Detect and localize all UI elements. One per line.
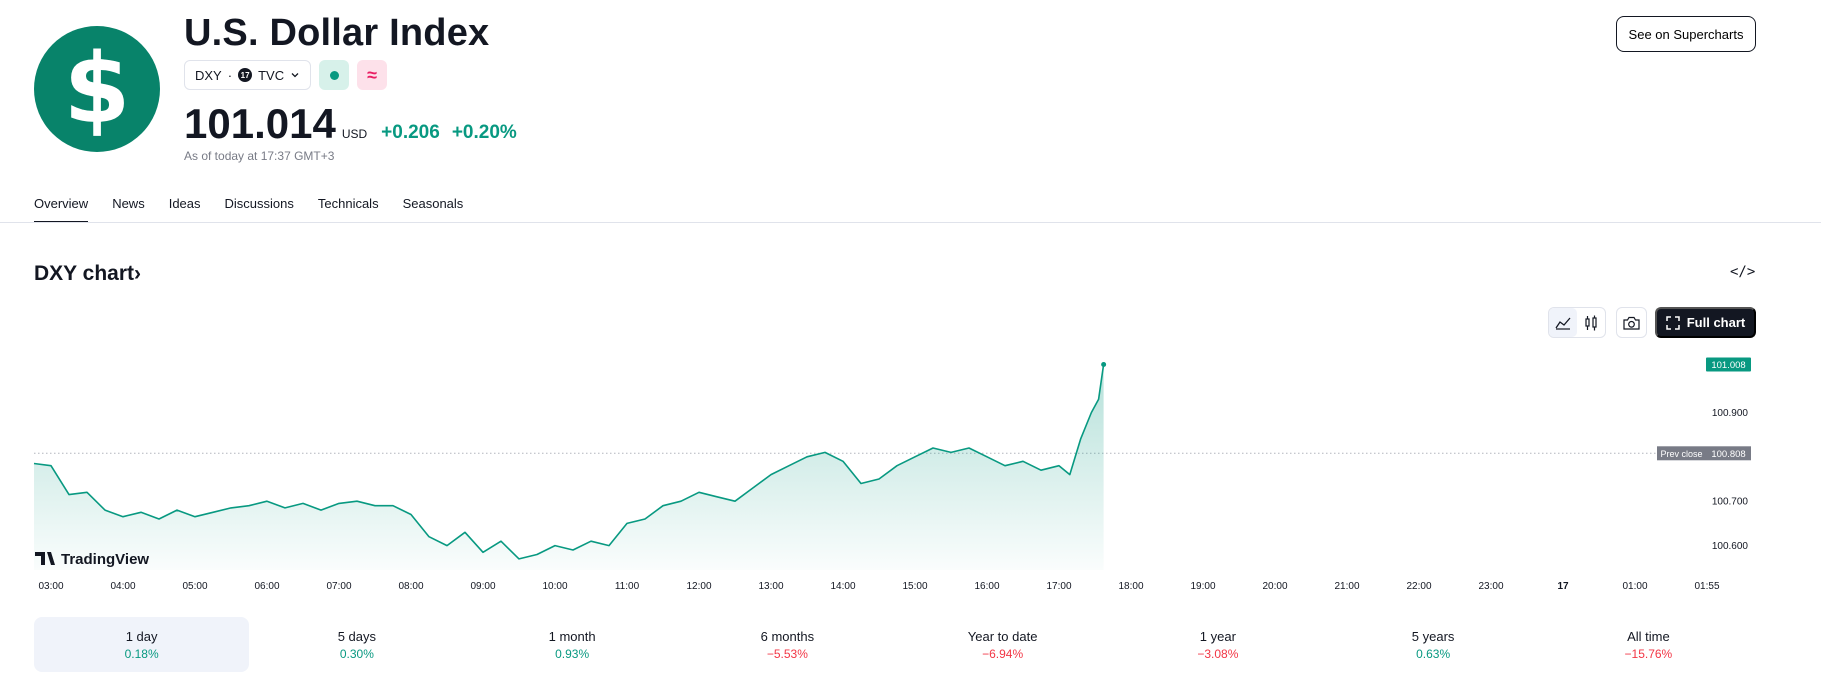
y-tick-label: 100.900 (1712, 408, 1749, 419)
x-tick-label: 18:00 (1118, 581, 1143, 592)
x-tick-label: 03:00 (38, 581, 63, 592)
chart-section-title[interactable]: DXY chart› (34, 262, 141, 285)
period-1-year[interactable]: 1 year −3.08% (1197, 628, 1239, 661)
page-title: U.S. Dollar Index (184, 12, 490, 54)
see-on-supercharts-button[interactable]: See on Supercharts (1616, 16, 1756, 52)
approx-icon[interactable]: ≈ (357, 60, 388, 90)
embed-code-icon[interactable]: </> (1730, 264, 1756, 280)
symbol-exchange-selector[interactable]: DXY · 17 TVC (184, 60, 312, 90)
tradingview-logo-icon (35, 552, 55, 565)
x-tick-label: 17:00 (1046, 581, 1071, 592)
x-tick-label: 19:00 (1190, 581, 1215, 592)
period-performance-bar: 1 day 0.18% 5 days 0.30% 1 month 0.93% 6 mo… (34, 617, 1756, 672)
chevron-right-icon: › (134, 262, 141, 285)
chart-style-toggle (1548, 307, 1606, 338)
currency-label: USD (341, 127, 368, 141)
y-tick-label: 100.700 (1712, 497, 1749, 508)
symbol-ticker: DXY (195, 67, 222, 83)
price-area-fill (34, 364, 1104, 570)
y-tick-label: 100.600 (1712, 541, 1749, 552)
period-6-months[interactable]: 6 months −5.53% (760, 628, 815, 661)
x-tick-label: 15:00 (902, 581, 927, 592)
period-year-to-date[interactable]: Year to date −6.94% (967, 628, 1038, 661)
symbol-logo: $ (34, 26, 160, 152)
x-tick-label: 12:00 (686, 581, 711, 592)
exchange-logo-icon: 17 (238, 68, 253, 82)
x-tick-label: 14:00 (830, 581, 855, 592)
prev-close-value-tag (1706, 446, 1751, 461)
tab-overview[interactable]: Overview (34, 196, 89, 223)
x-tick-label: 06:00 (254, 581, 279, 592)
x-tick-label: 01:00 (1622, 581, 1647, 592)
tab-technicals[interactable]: Technicals (317, 196, 379, 211)
change-absolute: +0.206 (381, 122, 440, 143)
price-line (33, 364, 1105, 560)
chevron-down-icon (291, 73, 299, 78)
separator-dot: · (227, 67, 233, 83)
last-price: 101.014 (184, 100, 336, 147)
tabs-divider (0, 222, 1821, 223)
x-tick-label: 10:00 (542, 581, 567, 592)
x-tick-label: 17 (1557, 581, 1569, 592)
x-tick-label: 21:00 (1334, 581, 1359, 592)
last-price-point (1101, 362, 1107, 368)
x-tick-label: 22:00 (1406, 581, 1431, 592)
period-5-days[interactable]: 5 days 0.30% (337, 628, 377, 661)
price-row: 101.014 USD +0.206 +0.20% (184, 100, 523, 148)
prev-close-label: Prev close (1660, 449, 1702, 459)
period-5-years[interactable]: 5 years 0.63% (1411, 628, 1455, 661)
x-tick-label: 05:00 (182, 581, 207, 592)
prev-close-value: 100.808 (1711, 449, 1745, 460)
period-all-time[interactable]: All time −15.76% (1624, 628, 1673, 661)
x-tick-label: 09:00 (470, 581, 495, 592)
x-tick-label: 11:00 (615, 581, 640, 592)
x-tick-label: 04:00 (110, 581, 135, 592)
tab-bar: Overview News Ideas Discussions Technica… (34, 196, 463, 223)
full-chart-button[interactable]: Full chart (1655, 307, 1756, 338)
candlestick-chart-icon[interactable] (1577, 308, 1605, 337)
tab-discussions[interactable]: Discussions (224, 196, 294, 211)
price-chart[interactable]: 100.900 100.700 100.600 101.008 Prev close 10… (0, 340, 1821, 600)
change-percent: +0.20% (451, 122, 517, 143)
last-value-label: 101.008 (1711, 360, 1745, 371)
tab-news[interactable]: News (112, 196, 145, 211)
x-tick-label: 07:00 (326, 581, 351, 592)
camera-icon[interactable] (1616, 307, 1647, 338)
as-of-timestamp: As of today at 17:37 GMT+3 (184, 149, 335, 163)
x-tick-label: 16:00 (974, 581, 999, 592)
fullscreen-icon (1665, 315, 1680, 330)
last-value-tag (1706, 357, 1751, 372)
period-1-month[interactable]: 1 month 0.93% (548, 628, 596, 661)
prev-close-tag (1657, 446, 1706, 461)
x-tick-label: 13:00 (758, 581, 783, 592)
tab-ideas[interactable]: Ideas (168, 196, 201, 211)
x-tick-label: 23:00 (1478, 581, 1503, 592)
tab-seasonals[interactable]: Seasonals (402, 196, 464, 211)
exchange-name: TVC (258, 67, 285, 83)
x-tick-label: 01:55 (1694, 581, 1719, 592)
area-chart-icon[interactable] (1549, 308, 1577, 337)
symbol-badges: DXY · 17 TVC ≈ (184, 60, 388, 90)
market-open-dot-icon[interactable] (319, 60, 350, 90)
period-1-day[interactable]: 1 day 0.18% (34, 617, 250, 672)
x-tick-label: 20:00 (1262, 581, 1287, 592)
x-tick-label: 08:00 (398, 581, 423, 592)
tradingview-watermark: TradingView (61, 551, 149, 568)
